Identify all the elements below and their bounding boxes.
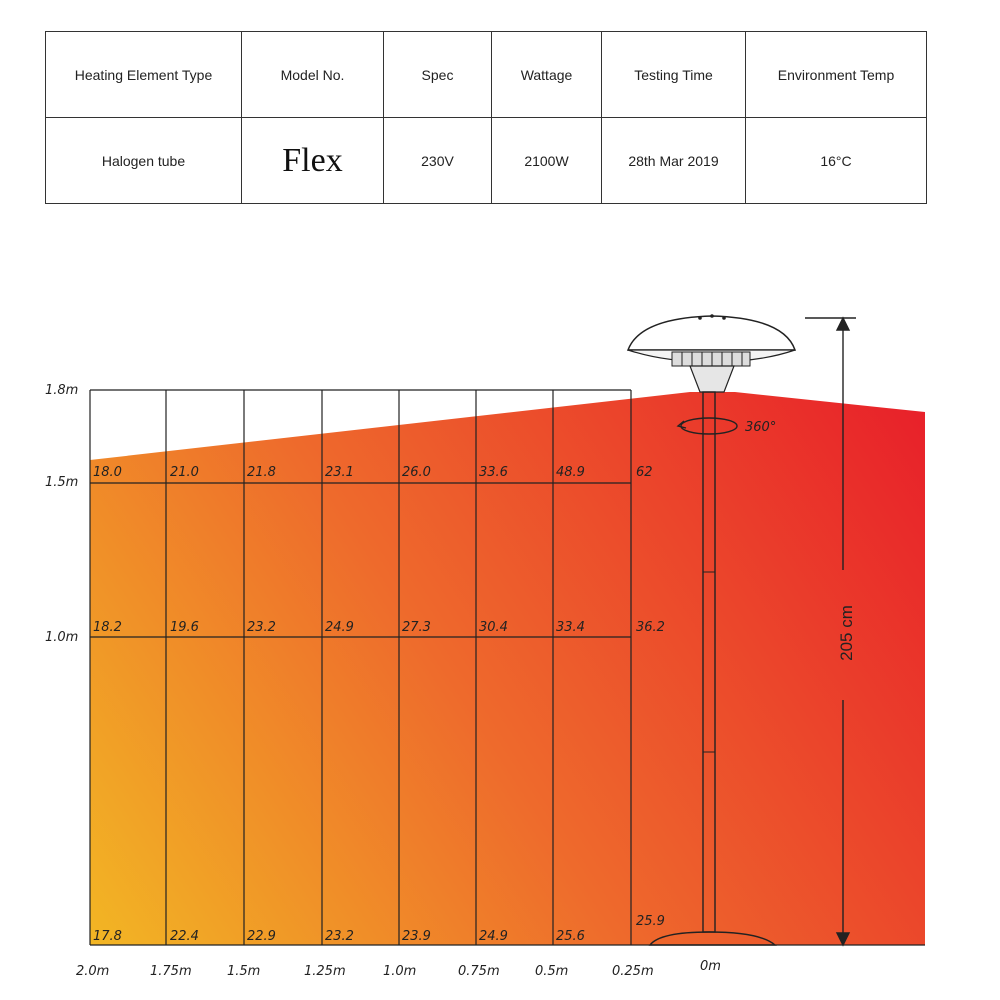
height-label-1-0m: 1.0m	[45, 630, 78, 645]
measurement-grid	[89, 389, 925, 946]
heater-base	[648, 931, 777, 946]
temperature-value: 18.2	[93, 620, 122, 635]
header-environment-temp: Environment Temp	[745, 31, 927, 118]
temperature-value: 24.9	[479, 929, 508, 944]
heater-lamp-grille	[671, 351, 751, 367]
rotation-arrow-icon	[680, 417, 738, 435]
heater-top-dot	[722, 316, 726, 320]
value-model-no: Flex	[241, 117, 384, 204]
temperature-value: 18.0	[93, 465, 122, 480]
rotation-arrowhead-icon	[676, 420, 687, 429]
temperature-value: 23.9	[402, 929, 431, 944]
distance-label: 1.0m	[383, 964, 416, 979]
temperature-value: 33.4	[556, 620, 585, 635]
heat-field	[90, 392, 925, 945]
value-spec: 230V	[383, 117, 492, 204]
temperature-value: 26.0	[402, 465, 431, 480]
heater-dome	[626, 315, 797, 351]
heater-top-dot	[710, 314, 714, 318]
temperature-value: 19.6	[170, 620, 199, 635]
temperature-value: 22.4	[170, 929, 199, 944]
header-heating-element-type: Heating Element Type	[45, 31, 242, 118]
temperature-value: 21.8	[247, 465, 276, 480]
temperature-value: 23.2	[247, 620, 276, 635]
temperature-value: 23.1	[325, 465, 354, 480]
value-wattage: 2100W	[491, 117, 602, 204]
temperature-value: 36.2	[636, 620, 665, 635]
temperature-value: 30.4	[479, 620, 508, 635]
temperature-value: 22.9	[247, 929, 276, 944]
heater-neck	[689, 365, 735, 393]
heater-top-dot	[698, 316, 702, 320]
spec-header-row: Heating Element Type Model No. Spec Watt…	[45, 31, 927, 118]
temperature-value: 48.9	[556, 465, 585, 480]
rotation-label: 360°	[745, 420, 776, 435]
height-dimension	[805, 316, 856, 947]
temperature-value: 25.9	[636, 914, 665, 929]
temperature-value: 24.9	[325, 620, 354, 635]
distance-labels: 2.0m 1.75m 1.5m 1.25m 1.0m 0.75m 0.5m 0.25m 0m	[76, 959, 721, 979]
distance-label: 0m	[700, 959, 721, 974]
temperature-value: 62	[636, 465, 653, 480]
distance-label: 0.5m	[535, 964, 568, 979]
temperature-value: 27.3	[402, 620, 431, 635]
distance-label: 0.25m	[612, 964, 654, 979]
spec-value-row: Halogen tube Flex 230V 2100W 28th Mar 20…	[45, 117, 927, 204]
temperature-value: 25.6	[556, 929, 585, 944]
temperature-value: 23.2	[325, 929, 354, 944]
distance-label: 1.75m	[150, 964, 192, 979]
value-testing-time: 28th Mar 2019	[601, 117, 746, 204]
distance-label: 0.75m	[458, 964, 500, 979]
temperature-value: 33.6	[479, 465, 508, 480]
spec-table: Heating Element Type Model No. Spec Watt…	[45, 31, 927, 204]
temperature-value: 17.8	[93, 929, 122, 944]
value-environment-temp: 16°C	[745, 117, 927, 204]
temperature-readings: 18.0 21.0 21.8 23.1 26.0 33.6 48.9 62 18.2 19.6 23…	[93, 465, 665, 944]
distance-label: 1.5m	[227, 964, 260, 979]
temperature-value: 21.0	[170, 465, 199, 480]
dimension-arrow-bottom-icon	[835, 932, 851, 947]
height-label-1-8m: 1.8m	[45, 383, 78, 398]
dimension-arrow-top-icon	[835, 316, 851, 331]
distance-label: 2.0m	[76, 964, 109, 979]
heater-height-label: 205 cm	[837, 605, 856, 661]
height-label-1-5m: 1.5m	[45, 475, 78, 490]
header-model-no: Model No.	[241, 31, 384, 118]
distance-label: 1.25m	[304, 964, 346, 979]
header-wattage: Wattage	[491, 31, 602, 118]
value-heating-element-type: Halogen tube	[45, 117, 242, 204]
patio-heater: 360°	[626, 314, 797, 946]
